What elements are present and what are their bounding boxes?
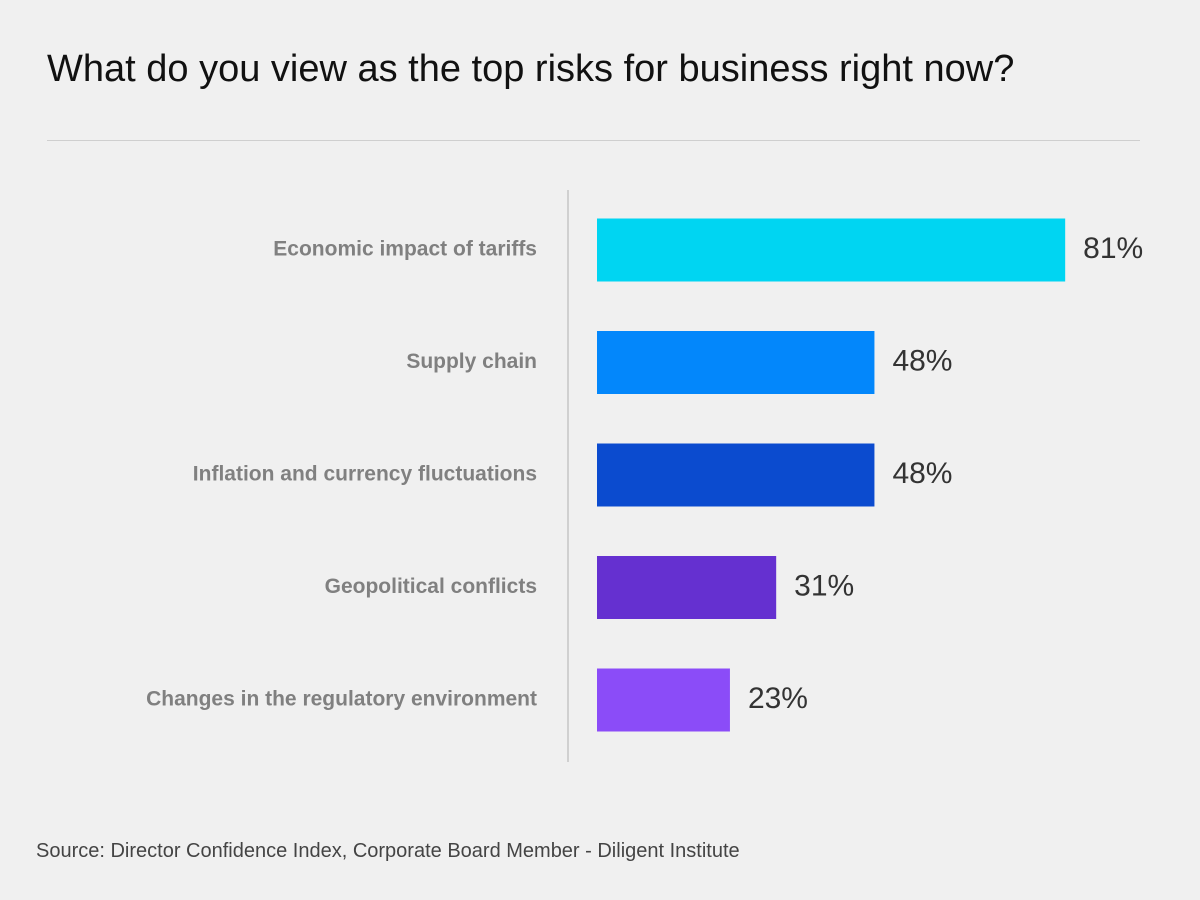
bar	[597, 443, 875, 507]
value-label: 31%	[794, 569, 854, 602]
value-label: 23%	[748, 682, 808, 715]
bar	[597, 331, 875, 394]
category-label: Geopolitical conflicts	[325, 575, 537, 598]
title-divider	[47, 140, 1140, 141]
category-label: Changes in the regulatory environment	[146, 688, 537, 711]
chart-title: What do you view as the top risks for bu…	[47, 48, 1015, 90]
category-label: Supply chain	[406, 350, 537, 373]
value-label: 48%	[892, 457, 952, 490]
bar	[597, 556, 777, 619]
category-label: Economic impact of tariffs	[273, 238, 537, 261]
value-label: 81%	[1083, 232, 1143, 265]
bar	[597, 668, 730, 732]
bar	[597, 218, 1066, 282]
value-label: 48%	[892, 344, 952, 377]
category-label: Inflation and currency fluctuations	[193, 463, 537, 486]
source-note: Source: Director Confidence Index, Corpo…	[36, 840, 740, 862]
